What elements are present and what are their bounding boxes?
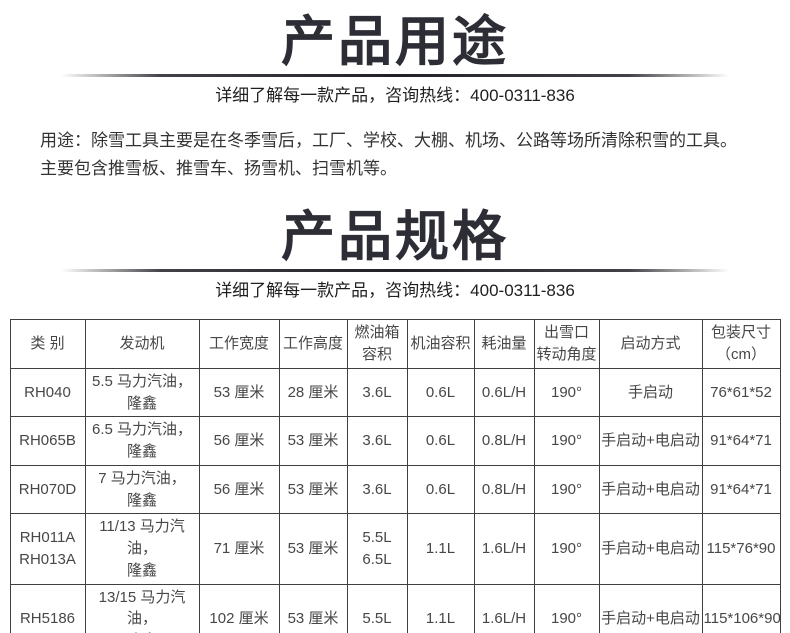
product-detail-page: 产品用途 详细了解每一款产品，咨询热线：400-0311-836 用途：除雪工具… xyxy=(0,12,790,633)
header-chute-rotation: 出雪口 转动角度 xyxy=(533,319,600,369)
cell-engine: 7 马力汽油， 隆鑫 xyxy=(84,464,200,515)
table-row: RH070D 7 马力汽油， 隆鑫 56 厘米 53 厘米 3.6L 0.6L … xyxy=(9,464,781,515)
cell-chute-rotation: 190° xyxy=(533,513,600,585)
header-working-width: 工作宽度 xyxy=(198,319,280,369)
cell-package-size: 115*106*90 xyxy=(701,583,781,633)
cell-working-width: 102 厘米 xyxy=(198,583,280,633)
cell-model: RH070D xyxy=(9,464,86,515)
header-category: 类 别 xyxy=(9,319,86,369)
cell-working-height: 53 厘米 xyxy=(278,513,348,585)
table-row: RH040 5.5 马力汽油， 隆鑫 53 厘米 28 厘米 3.6L 0.6L… xyxy=(9,367,781,418)
usage-section: 产品用途 详细了解每一款产品，咨询热线：400-0311-836 用途：除雪工具… xyxy=(0,12,790,183)
cell-chute-rotation: 190° xyxy=(533,416,600,466)
cell-engine: 5.5 马力汽油， 隆鑫 xyxy=(84,367,200,418)
header-fuel-tank: 燃油箱 容积 xyxy=(346,319,408,369)
cell-model: RH5186 xyxy=(9,583,86,633)
cell-engine: 11/13 马力汽油， 隆鑫 xyxy=(84,513,200,585)
cell-start-mode: 手启动+电启动 xyxy=(598,416,703,466)
cell-working-height: 53 厘米 xyxy=(278,583,348,633)
spec-section-title: 产品规格 xyxy=(281,207,509,268)
cell-fuel-tank: 5.5L 6.5L xyxy=(346,513,408,585)
usage-paragraph: 用途：除雪工具主要是在冬季雪后，工厂、学校、大棚、机场、公路等场所清除积雪的工具… xyxy=(40,131,737,179)
hotline-subtitle: 详细了解每一款产品，咨询热线：400-0311-836 xyxy=(215,86,575,106)
cell-model: RH040 xyxy=(9,367,86,418)
cell-fuel-tank: 3.6L xyxy=(346,464,408,515)
header-fuel-consumption: 耗油量 xyxy=(473,319,535,369)
cell-working-height: 53 厘米 xyxy=(278,416,348,466)
cell-fuel-tank: 3.6L xyxy=(346,367,408,418)
cell-engine: 6.5 马力汽油， 隆鑫 xyxy=(84,416,200,466)
cell-start-mode: 手启动+电启动 xyxy=(598,513,703,585)
table-header-row: 类 别 发动机 工作宽度 工作高度 燃油箱 容积 机油容积 耗油量 出雪口 转动… xyxy=(9,319,781,369)
header-package-size: 包装尺寸 （cm） xyxy=(701,319,781,369)
cell-fuel-consumption: 0.8L/H xyxy=(473,464,535,515)
cell-fuel-consumption: 1.6L/H xyxy=(473,583,535,633)
cell-oil-capacity: 0.6L xyxy=(406,416,475,466)
cell-engine: 13/15 马力汽油， 隆鑫 xyxy=(84,583,200,633)
cell-working-width: 71 厘米 xyxy=(198,513,280,585)
cell-chute-rotation: 190° xyxy=(533,367,600,418)
cell-start-mode: 手启动 xyxy=(598,367,703,418)
cell-fuel-tank: 5.5L xyxy=(346,583,408,633)
cell-model: RH065B xyxy=(9,416,86,466)
cell-package-size: 115*76*90 xyxy=(701,513,781,585)
cell-package-size: 76*61*52 xyxy=(701,367,781,418)
cell-fuel-consumption: 0.8L/H xyxy=(473,416,535,466)
header-engine: 发动机 xyxy=(84,319,200,369)
cell-working-width: 56 厘米 xyxy=(198,464,280,515)
cell-start-mode: 手启动+电启动 xyxy=(598,583,703,633)
hotline-subtitle: 详细了解每一款产品，咨询热线：400-0311-836 xyxy=(215,281,575,301)
section-divider xyxy=(61,269,729,273)
table-row: RH5186 13/15 马力汽油， 隆鑫 102 厘米 53 厘米 5.5L … xyxy=(9,583,781,633)
cell-oil-capacity: 1.1L xyxy=(406,583,475,633)
cell-package-size: 91*64*71 xyxy=(701,464,781,515)
header-working-height: 工作高度 xyxy=(278,319,348,369)
table-row: RH011A RH013A 11/13 马力汽油， 隆鑫 71 厘米 53 厘米… xyxy=(9,513,781,585)
cell-model: RH011A RH013A xyxy=(9,513,86,585)
spec-table: 类 别 发动机 工作宽度 工作高度 燃油箱 容积 机油容积 耗油量 出雪口 转动… xyxy=(9,319,781,633)
cell-fuel-tank: 3.6L xyxy=(346,416,408,466)
cell-working-height: 28 厘米 xyxy=(278,367,348,418)
cell-working-width: 53 厘米 xyxy=(198,367,280,418)
spec-section: 产品规格 详细了解每一款产品，咨询热线：400-0311-836 类 别 发动机… xyxy=(0,207,790,633)
section-divider xyxy=(61,74,729,78)
header-start-mode: 启动方式 xyxy=(598,319,703,369)
cell-chute-rotation: 190° xyxy=(533,583,600,633)
cell-package-size: 91*64*71 xyxy=(701,416,781,466)
cell-oil-capacity: 1.1L xyxy=(406,513,475,585)
cell-start-mode: 手启动+电启动 xyxy=(598,464,703,515)
cell-oil-capacity: 0.6L xyxy=(406,464,475,515)
header-oil-capacity: 机油容积 xyxy=(406,319,475,369)
table-row: RH065B 6.5 马力汽油， 隆鑫 56 厘米 53 厘米 3.6L 0.6… xyxy=(9,416,781,466)
cell-chute-rotation: 190° xyxy=(533,464,600,515)
cell-oil-capacity: 0.6L xyxy=(406,367,475,418)
cell-fuel-consumption: 0.6L/H xyxy=(473,367,535,418)
cell-working-height: 53 厘米 xyxy=(278,464,348,515)
usage-section-title: 产品用途 xyxy=(281,12,509,72)
cell-fuel-consumption: 1.6L/H xyxy=(473,513,535,585)
cell-working-width: 56 厘米 xyxy=(198,416,280,466)
